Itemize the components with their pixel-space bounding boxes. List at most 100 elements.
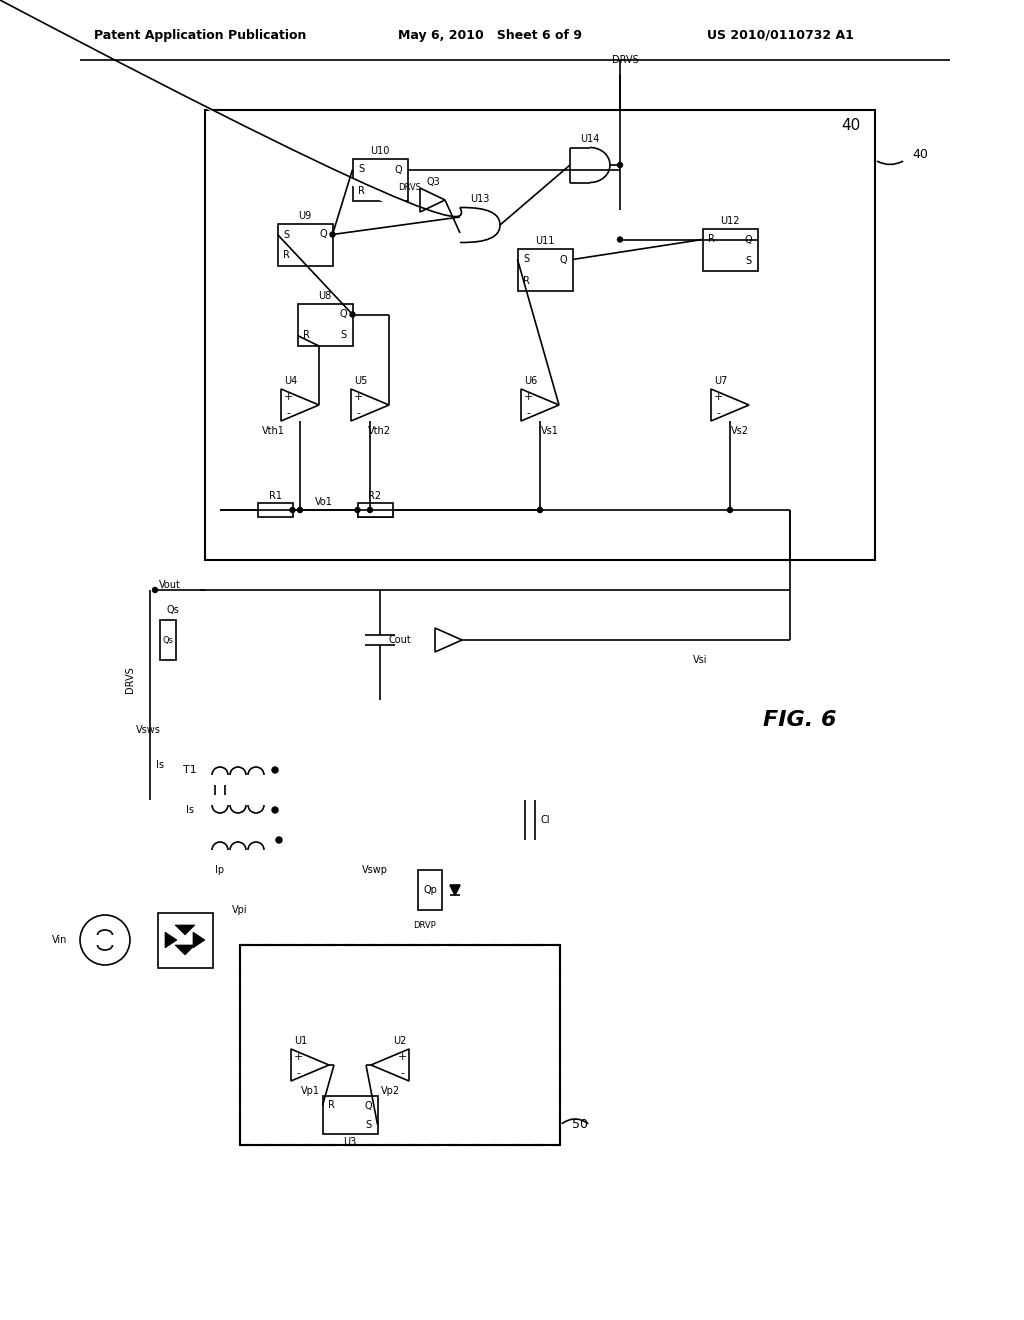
Text: Vout: Vout — [159, 579, 181, 590]
Text: -: - — [356, 408, 360, 418]
Bar — [517, 249, 572, 290]
Circle shape — [350, 312, 355, 317]
Text: Vo1: Vo1 — [315, 498, 333, 507]
Text: U8: U8 — [318, 290, 332, 301]
Text: +: + — [353, 392, 362, 403]
Text: Vs2: Vs2 — [730, 426, 749, 436]
Text: -: - — [296, 1068, 300, 1078]
Text: +: + — [523, 392, 532, 403]
Bar — [357, 510, 392, 517]
Text: U9: U9 — [298, 211, 311, 220]
Polygon shape — [175, 925, 195, 935]
Text: +: + — [714, 392, 723, 403]
Text: S: S — [523, 255, 529, 264]
PathPatch shape — [0, 207, 500, 1320]
Bar — [240, 945, 560, 1144]
Text: Patent Application Publication: Patent Application Publication — [94, 29, 306, 41]
Text: DRVP: DRVP — [414, 920, 436, 929]
Circle shape — [538, 507, 543, 512]
Text: U3: U3 — [343, 1137, 356, 1147]
Text: Vsws: Vsws — [135, 725, 161, 735]
Text: Vpi: Vpi — [232, 906, 248, 915]
Text: S: S — [366, 1119, 372, 1130]
Text: U2: U2 — [393, 1036, 407, 1045]
Text: R: R — [303, 330, 310, 341]
Text: Ip: Ip — [215, 865, 224, 875]
Bar — [205, 110, 874, 560]
Text: Qs: Qs — [167, 605, 179, 615]
Text: Q: Q — [394, 165, 402, 174]
Bar — [298, 304, 352, 346]
Text: Q: Q — [744, 235, 753, 244]
Bar — [702, 228, 758, 271]
Text: DRVS: DRVS — [125, 667, 135, 693]
Bar — [158, 912, 213, 968]
Polygon shape — [165, 932, 177, 948]
Text: U12: U12 — [720, 216, 739, 226]
Text: 40: 40 — [912, 149, 928, 161]
Circle shape — [330, 232, 335, 238]
Text: Is: Is — [156, 760, 164, 770]
Text: S: S — [745, 256, 752, 265]
Text: Q3: Q3 — [426, 177, 440, 187]
Text: R2: R2 — [369, 491, 382, 502]
Text: Q: Q — [365, 1101, 373, 1110]
Text: DRVS: DRVS — [398, 183, 422, 193]
Circle shape — [617, 162, 623, 168]
Bar — [278, 224, 333, 267]
Text: May 6, 2010   Sheet 6 of 9: May 6, 2010 Sheet 6 of 9 — [398, 29, 582, 41]
Text: U11: U11 — [536, 236, 555, 246]
Text: -: - — [526, 408, 530, 418]
Text: R1: R1 — [268, 491, 282, 502]
Text: -: - — [400, 1068, 404, 1078]
Text: 40: 40 — [841, 117, 860, 132]
Polygon shape — [450, 884, 460, 895]
Circle shape — [355, 507, 360, 512]
Text: U6: U6 — [524, 376, 538, 385]
Text: Vs1: Vs1 — [541, 426, 558, 436]
Text: Vp1: Vp1 — [300, 1086, 319, 1096]
Bar — [418, 870, 442, 909]
Text: T1: T1 — [183, 766, 197, 775]
Text: U13: U13 — [470, 194, 489, 205]
Text: R: R — [328, 1101, 335, 1110]
Text: +: + — [284, 392, 293, 403]
Text: Vp2: Vp2 — [381, 1086, 399, 1096]
Text: Qp: Qp — [423, 884, 437, 895]
Circle shape — [272, 807, 278, 813]
Text: -: - — [286, 408, 290, 418]
Circle shape — [368, 507, 373, 512]
Text: Q: Q — [340, 309, 347, 319]
Text: U10: U10 — [371, 147, 390, 156]
Circle shape — [290, 507, 295, 512]
Text: U5: U5 — [354, 376, 368, 385]
Polygon shape — [193, 932, 205, 948]
Text: R: R — [358, 186, 365, 195]
Bar — [357, 503, 392, 517]
Text: S: S — [358, 165, 365, 174]
Text: CI: CI — [541, 814, 550, 825]
Bar — [160, 620, 176, 660]
Text: US 2010/0110732 A1: US 2010/0110732 A1 — [707, 29, 853, 41]
Text: Qs: Qs — [163, 635, 173, 644]
Circle shape — [727, 507, 732, 512]
Bar — [323, 1096, 378, 1134]
Text: R: R — [708, 235, 715, 244]
Text: Cout: Cout — [389, 635, 412, 645]
Text: DRVS: DRVS — [611, 55, 638, 65]
Text: U1: U1 — [294, 1036, 307, 1045]
Text: Vswp: Vswp — [362, 865, 388, 875]
Text: +: + — [397, 1052, 407, 1063]
Text: FIG. 6: FIG. 6 — [763, 710, 837, 730]
Text: -: - — [716, 408, 720, 418]
Bar — [257, 503, 293, 517]
Text: Vth1: Vth1 — [261, 426, 285, 436]
Text: Vin: Vin — [52, 935, 68, 945]
Text: R: R — [523, 276, 530, 285]
Text: U4: U4 — [284, 376, 297, 385]
Text: U7: U7 — [714, 376, 727, 385]
Bar — [352, 158, 408, 201]
Text: R: R — [283, 251, 290, 260]
Circle shape — [272, 767, 278, 774]
Polygon shape — [175, 945, 195, 954]
